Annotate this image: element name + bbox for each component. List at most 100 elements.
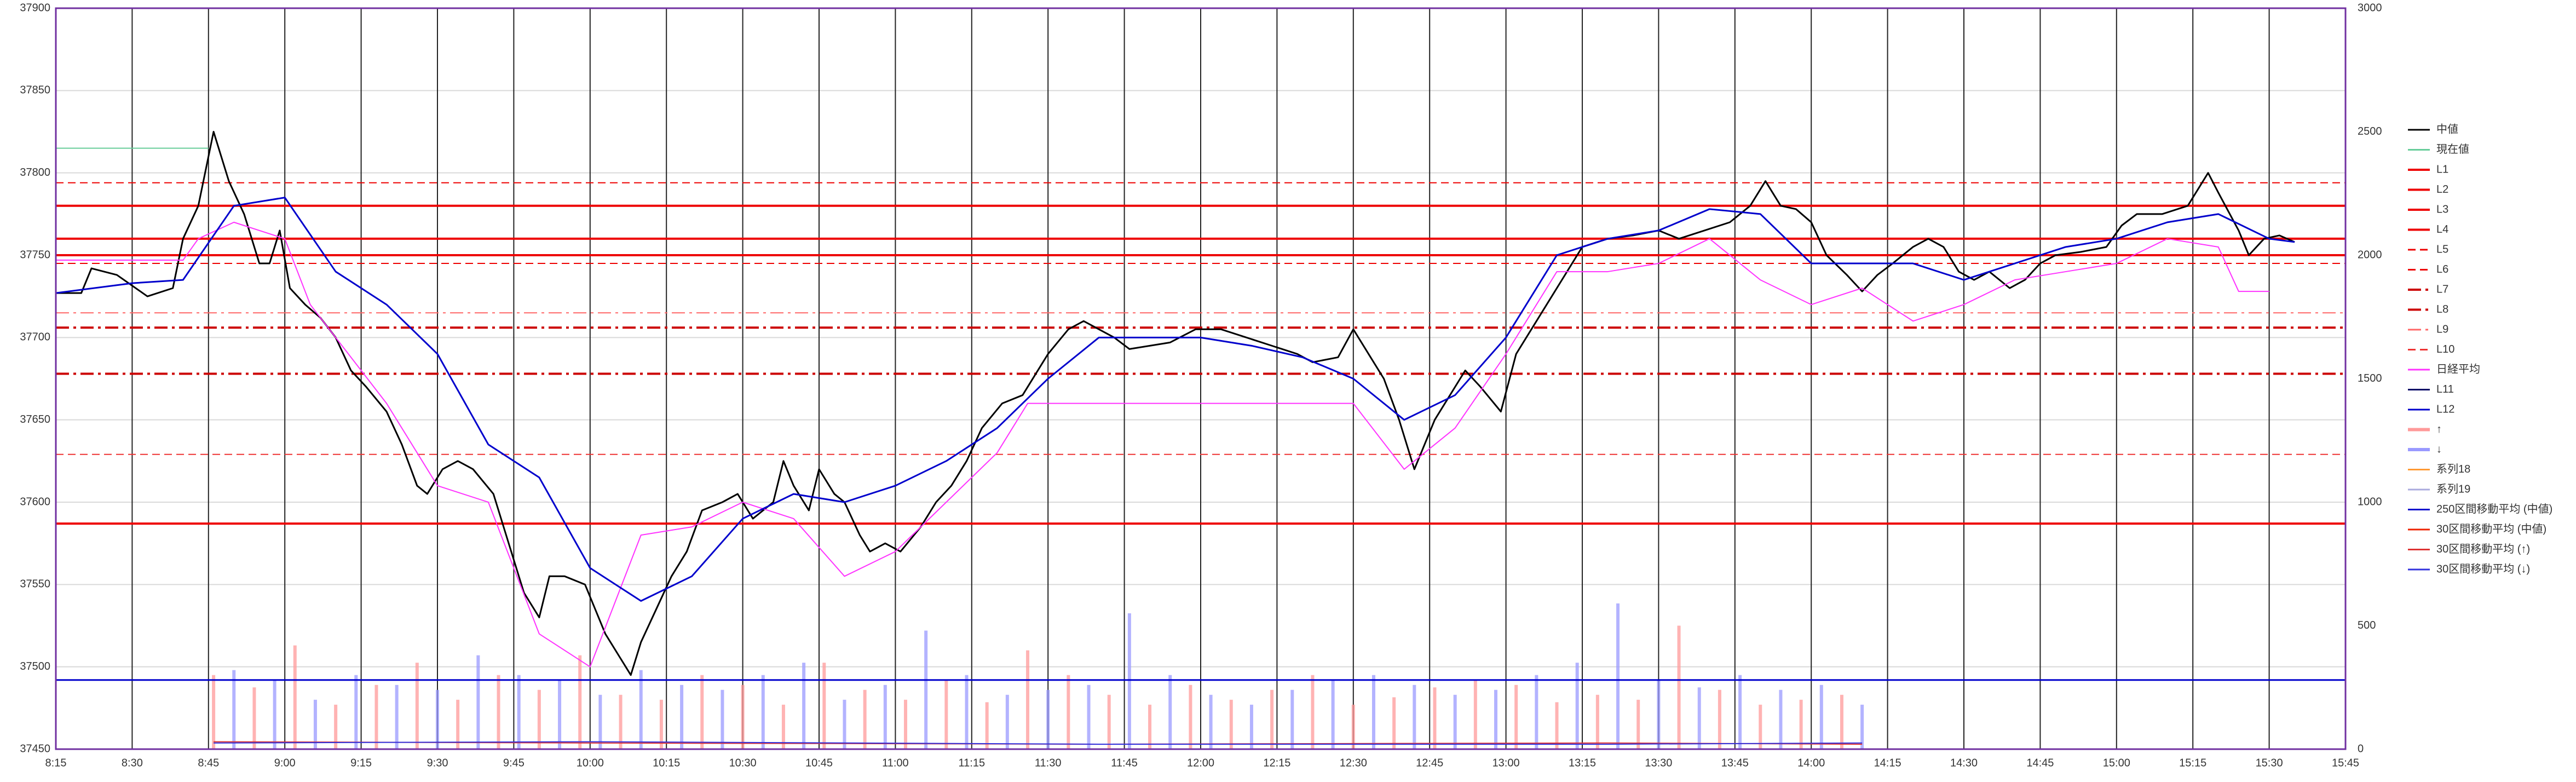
volume-bar (293, 645, 297, 749)
legend-label: 30区間移動平均 (↓) (2436, 562, 2530, 575)
volume-bar (395, 685, 399, 749)
volume-bar (1189, 685, 1192, 749)
volume-bar (1616, 603, 1620, 749)
x-tick-label: 14:45 (2026, 757, 2054, 769)
volume-bar (1595, 694, 1599, 749)
y-tick-label: 37500 (20, 660, 50, 672)
volume-bar (497, 675, 500, 749)
series-line (56, 221, 2269, 668)
volume-bar (700, 675, 704, 749)
x-tick-label: 10:15 (653, 757, 680, 769)
volume-bar (903, 699, 907, 749)
volume-bar (1351, 704, 1355, 749)
volume-bar (1229, 699, 1233, 749)
y-tick-label: 37450 (20, 743, 50, 755)
volume-bar (1046, 689, 1050, 749)
volume-bar (1026, 650, 1030, 749)
volume-bar (924, 630, 928, 749)
volume-bar (1148, 704, 1152, 749)
y-tick-label: 37750 (20, 249, 50, 261)
volume-bar (1636, 699, 1640, 749)
legend-label: L9 (2436, 323, 2448, 335)
volume-bar (232, 670, 236, 749)
legend-label: L10 (2436, 343, 2454, 355)
x-tick-label: 15:45 (2332, 757, 2359, 769)
legend-label: L11 (2436, 383, 2454, 395)
volume-bar (1331, 680, 1335, 749)
x-tick-label: 14:00 (1797, 757, 1825, 769)
volume-bar (1514, 685, 1518, 749)
volume-bar (1413, 685, 1416, 749)
x-tick-label: 9:30 (427, 757, 448, 769)
legend-label: L2 (2436, 183, 2448, 196)
x-tick-label: 13:00 (1492, 757, 1520, 769)
volume-bar (659, 699, 663, 749)
x-tick-label: 13:15 (1569, 757, 1596, 769)
volume-bar (802, 663, 806, 749)
x-tick-label: 8:30 (122, 757, 143, 769)
legend-label: 30区間移動平均 (↑) (2436, 543, 2530, 555)
volume-bar (863, 689, 867, 749)
volume-bar (883, 685, 887, 749)
volume-bar (1697, 687, 1701, 749)
volume-bar (334, 704, 338, 749)
legend-label: 250区間移動平均 (中値) (2436, 503, 2552, 515)
legend-label: ↓ (2436, 443, 2442, 455)
volume-bar (1779, 689, 1783, 749)
x-tick-label: 15:30 (2256, 757, 2283, 769)
volume-bar (537, 689, 541, 749)
volume-bar (1738, 675, 1742, 749)
volume-bar (1127, 613, 1131, 749)
volume-bar (1249, 704, 1253, 749)
y-tick-label: 37550 (20, 578, 50, 590)
x-tick-label: 11:45 (1111, 757, 1138, 769)
legend-label: L12 (2436, 403, 2454, 415)
volume-bar (1067, 675, 1070, 749)
volume-bar (1392, 697, 1396, 749)
volume-bar (252, 687, 256, 749)
y-tick-label: 37650 (20, 413, 50, 426)
volume-bar (1270, 689, 1274, 749)
volume-bar (456, 699, 460, 749)
y2-tick-label: 500 (2358, 619, 2376, 631)
volume-bar (639, 670, 643, 749)
volume-bar (578, 655, 582, 749)
y2-tick-label: 2000 (2358, 249, 2382, 261)
volume-bar (476, 655, 480, 749)
x-tick-label: 8:45 (198, 757, 219, 769)
y2-tick-label: 3000 (2358, 2, 2382, 14)
legend-label: 日経平均 (2436, 363, 2480, 375)
series-line (214, 741, 1863, 745)
volume-bar (985, 702, 989, 749)
x-tick-label: 8:15 (45, 757, 67, 769)
x-tick-label: 10:30 (729, 757, 757, 769)
series-line (56, 131, 2295, 676)
volume-bar (558, 680, 562, 749)
volume-bar (1819, 685, 1823, 749)
y-tick-label: 37700 (20, 331, 50, 343)
volume-bar (1209, 694, 1213, 749)
volume-bar (843, 699, 846, 749)
legend-label: 系列18 (2436, 463, 2470, 475)
series-line (55, 197, 2295, 602)
volume-bar (517, 675, 521, 749)
volume-bar (273, 680, 276, 749)
x-tick-label: 9:00 (274, 757, 296, 769)
volume-bar (1433, 687, 1437, 749)
plot-border (55, 7, 2347, 750)
volume-bar (1840, 694, 1843, 749)
legend-label: L3 (2436, 203, 2448, 215)
volume-bar (313, 699, 317, 749)
y-tick-label: 37850 (20, 84, 50, 96)
volume-bar (1718, 689, 1721, 749)
x-tick-label: 14:15 (1874, 757, 1901, 769)
x-tick-label: 13:45 (1721, 757, 1749, 769)
volume-bar (415, 663, 419, 749)
volume-bar (1371, 675, 1375, 749)
legend-label: ↑ (2436, 423, 2442, 435)
volume-bar (354, 675, 358, 749)
volume-bar (1005, 694, 1009, 749)
volume-bar (1494, 689, 1498, 749)
